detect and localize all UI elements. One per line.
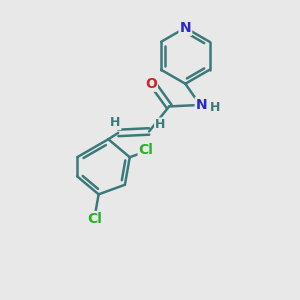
Text: N: N (196, 98, 207, 112)
Text: H: H (155, 118, 166, 131)
Text: H: H (210, 101, 220, 114)
Text: N: N (179, 21, 191, 35)
Text: Cl: Cl (87, 212, 102, 226)
Text: O: O (145, 77, 157, 91)
Text: H: H (110, 116, 120, 129)
Text: Cl: Cl (139, 143, 154, 157)
